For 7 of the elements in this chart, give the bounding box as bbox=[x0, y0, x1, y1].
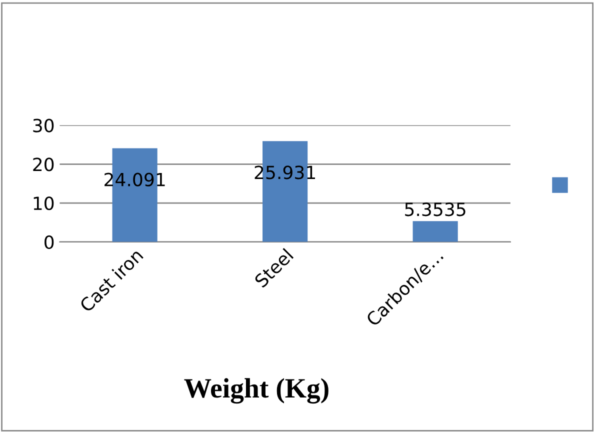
y-tick-label: 20 bbox=[33, 158, 54, 172]
data-label: 5.3535 bbox=[405, 202, 466, 216]
bar bbox=[412, 221, 458, 242]
y-tick-label: 10 bbox=[34, 196, 54, 210]
y-tick-label: 30 bbox=[33, 118, 54, 132]
y-tick-label: 0 bbox=[44, 235, 54, 250]
text: Weight (Kg) bbox=[184, 378, 328, 404]
